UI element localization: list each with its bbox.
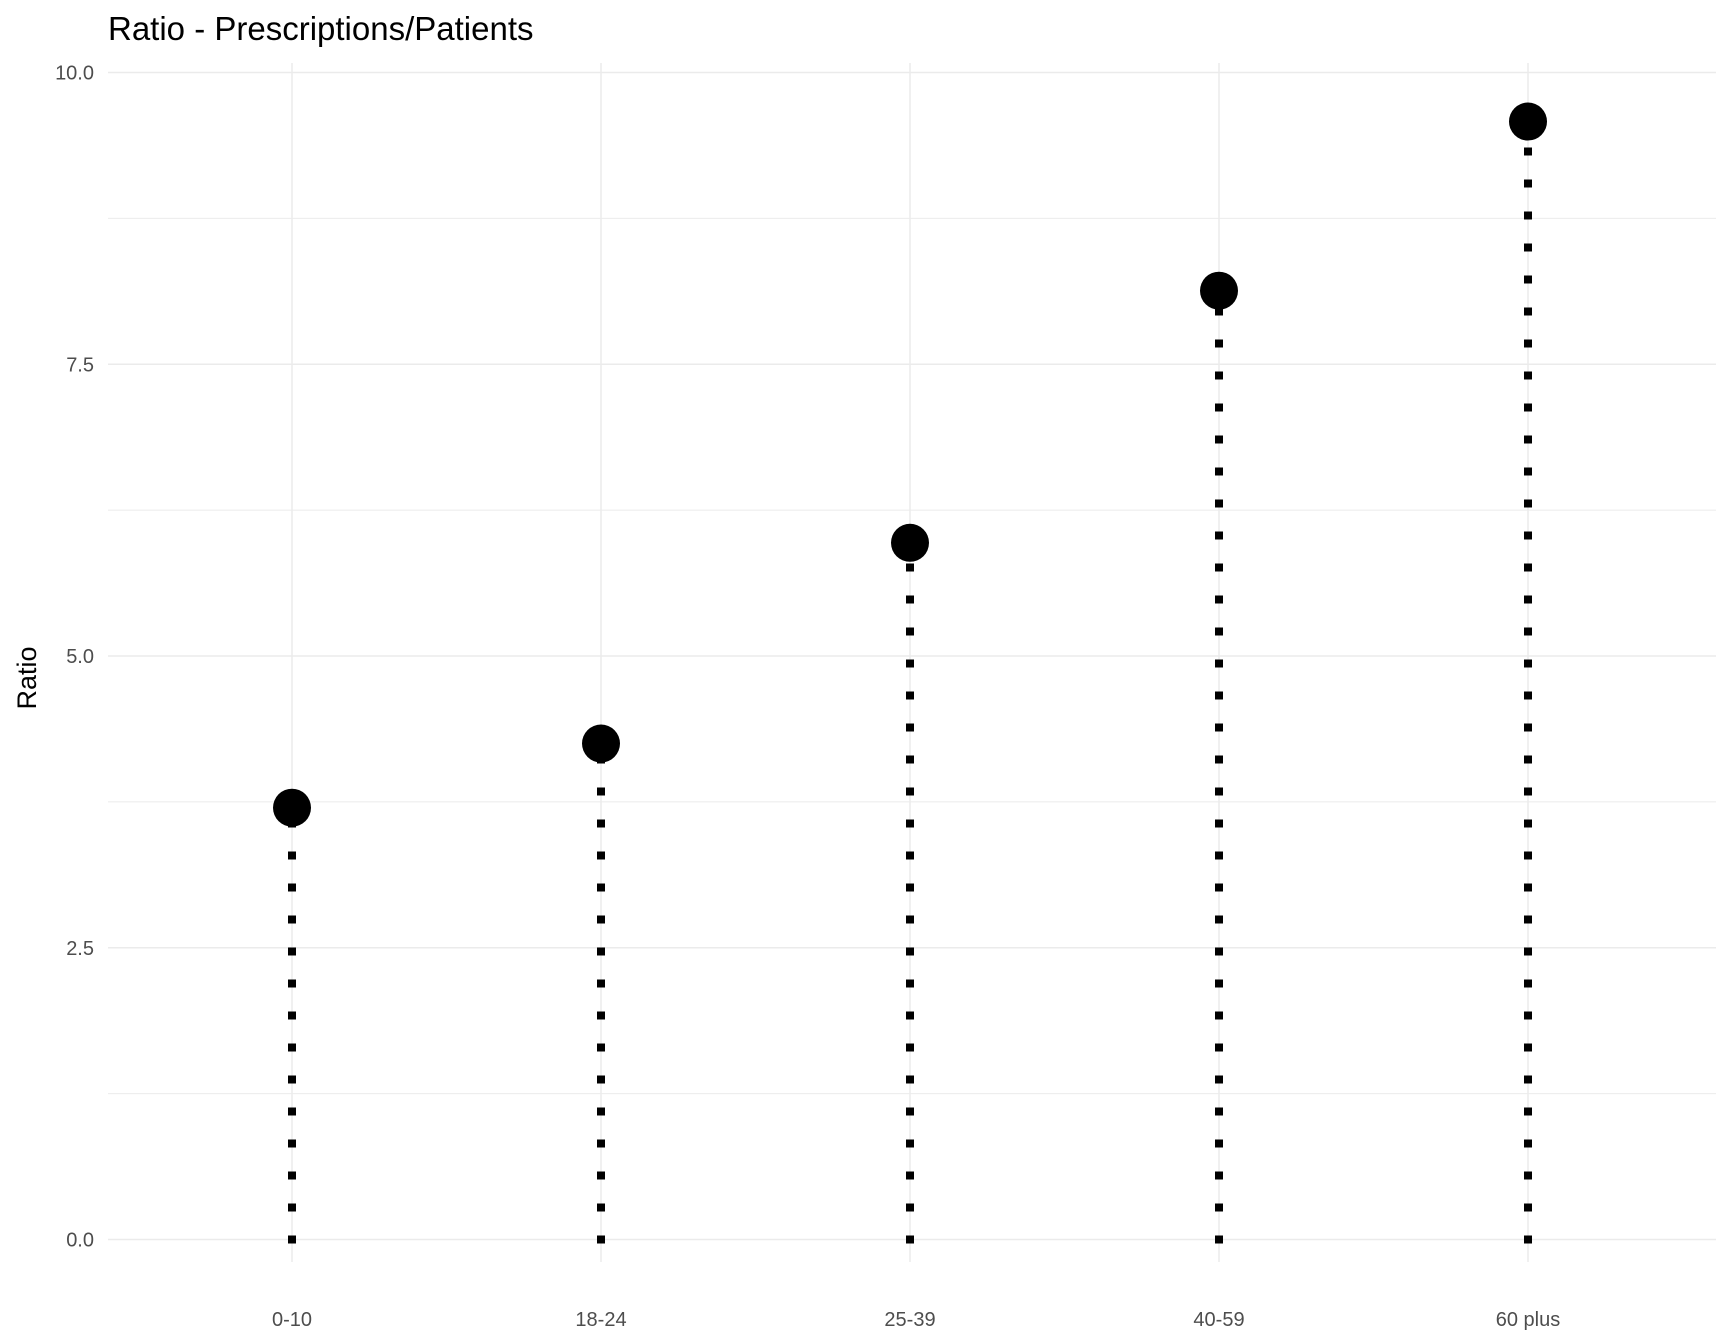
y-tick-label: 5.0 — [66, 646, 94, 668]
x-tick-label: 60 plus — [1496, 1309, 1561, 1331]
lollipop-stems — [288, 121, 1532, 1244]
y-tick-label: 7.5 — [66, 354, 94, 376]
y-axis-ticks: 0.0 2.5 5.0 7.5 10.0 — [55, 63, 94, 1252]
y-tick-label: 0.0 — [66, 1230, 94, 1252]
y-tick-label: 2.5 — [66, 938, 94, 960]
lollipop-point — [1200, 271, 1238, 310]
x-tick-label: 25-39 — [884, 1309, 935, 1331]
y-axis-label: Ratio — [12, 646, 42, 709]
chart-title: Ratio - Prescriptions/Patients — [108, 10, 534, 47]
y-tick-label: 10.0 — [55, 63, 94, 85]
lollipop-point — [891, 523, 929, 562]
x-tick-label: 40-59 — [1193, 1309, 1244, 1331]
lollipop-points — [273, 102, 1547, 827]
lollipop-point — [273, 788, 311, 827]
x-tick-label: 0-10 — [272, 1309, 312, 1331]
x-tick-label: 18-24 — [575, 1309, 626, 1331]
lollipop-point — [582, 724, 620, 763]
x-axis-ticks: 0-10 18-24 25-39 40-59 60 plus — [272, 1309, 1560, 1331]
lollipop-point — [1509, 102, 1547, 141]
